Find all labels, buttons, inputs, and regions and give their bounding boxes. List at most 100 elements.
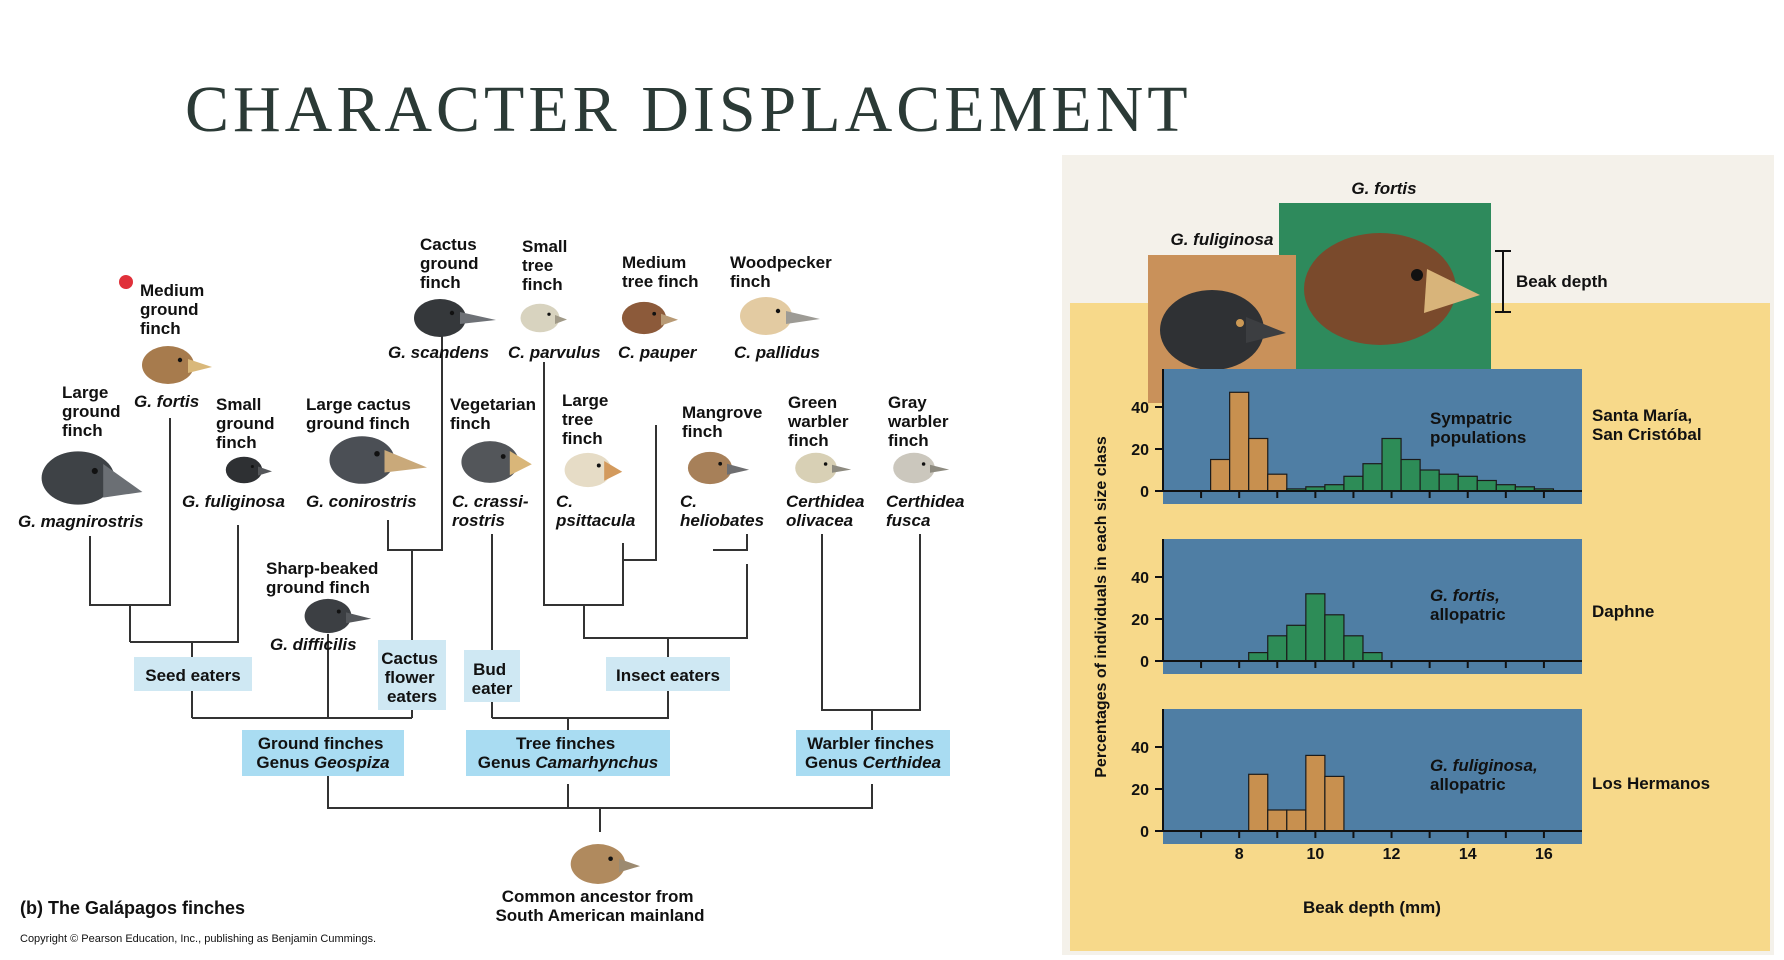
medium-tree-finch-name: Medium tree finch (622, 253, 699, 291)
x-axis-label: Beak depth (mm) (1303, 898, 1441, 917)
location-sympatric: Santa María, San Cristóbal (1592, 406, 1702, 444)
sharp-beaked-finch-name: Sharp-beaked ground finch (266, 559, 383, 597)
fortis-head-label: G. fortis (1351, 179, 1416, 198)
vegetarian-finch-icon (461, 441, 532, 483)
figure-caption: (b) The Galápagos finches (20, 898, 245, 918)
small-ground-finch-name: Small ground finch (216, 395, 279, 452)
small-tree-finch-name: Small tree finch (522, 237, 572, 294)
character-displacement-figure: G. fortis G. fuliginosa Beak depth 0 20 40… (1062, 155, 1774, 955)
histogram-bar (1248, 652, 1269, 662)
histogram-bar (1305, 754, 1326, 832)
fuliginosa-head-icon (1160, 290, 1286, 370)
ground-finches-genus-label: Ground finches Genus Geospiza (256, 734, 389, 772)
plot-panel-daphne (1163, 539, 1582, 674)
y-tick-label: 20 (1131, 782, 1149, 799)
gray-warbler-finch-icon (893, 452, 950, 484)
small-tree-finch-icon (520, 303, 567, 333)
histogram-bar (1324, 614, 1345, 662)
y-tick-label: 20 (1131, 612, 1149, 629)
finch-illustrations (41, 275, 950, 884)
gray-warbler-finch-latin: Certhidea fusca (886, 492, 969, 530)
woodpecker-finch-latin: C. pallidus (734, 343, 820, 362)
y-tick-label: 20 (1131, 442, 1149, 459)
medium-ground-finch-icon (142, 346, 212, 384)
green-warbler-finch-latin: Certhidea olivacea (786, 492, 869, 530)
x-tick-label: 10 (1306, 846, 1324, 863)
sympatric-label: Sympatric populations (1430, 409, 1526, 447)
insect-eaters-label: Insect eaters (616, 666, 720, 685)
vegetarian-finch-name: Vegetarian finch (450, 395, 541, 433)
y-axis-label: Percentages of individuals in each size … (1093, 436, 1110, 778)
cactus-ground-finch-latin: G. scandens (388, 343, 489, 362)
histogram-bar (1419, 469, 1440, 492)
histogram-bar (1324, 775, 1345, 832)
y-tick-label: 0 (1140, 654, 1149, 671)
x-tick-label: 16 (1535, 846, 1553, 863)
histogram-bar (1457, 475, 1478, 492)
large-tree-finch-icon (564, 452, 623, 488)
finch-phylogeny-diagram: Medium ground finch G. fortis Large grou… (18, 235, 969, 945)
histogram-bar (1343, 475, 1364, 492)
histogram-bar (1267, 473, 1288, 492)
vegetarian-finch-latin: C. crassi- rostris (452, 492, 533, 530)
histogram-bar (1362, 652, 1383, 662)
sharp-beaked-finch-icon (304, 598, 372, 634)
tree-finches-genus-label: Tree finches Genus Camarhynchus (478, 734, 658, 772)
histogram-bar (1210, 458, 1231, 492)
histogram-bar (1343, 635, 1364, 662)
medium-ground-finch-name: Medium ground finch (140, 281, 209, 338)
green-warbler-finch-icon (795, 452, 852, 484)
histogram-bar (1305, 593, 1326, 662)
histogram-bar (1381, 437, 1402, 492)
small-tree-finch-latin: C. parvulus (508, 343, 601, 362)
small-ground-finch-icon (225, 456, 272, 484)
large-tree-finch-name: Large tree finch (562, 391, 613, 448)
y-tick-label: 40 (1131, 400, 1149, 417)
histogram-bar (1362, 463, 1383, 492)
cactus-ground-finch-name: Cactus ground finch (420, 235, 483, 292)
histogram-bar (1286, 809, 1307, 832)
diet-group-labels: Seed eaters Cactus flower eaters Bud eat… (134, 640, 730, 710)
large-tree-finch-latin: C. psittacula (555, 492, 635, 530)
histogram-bar (1267, 809, 1288, 832)
histogram-bar (1248, 437, 1269, 492)
genus-labels: Ground finches Genus Geospiza Tree finch… (242, 730, 950, 776)
fuliginosa-allopatric-label: G. fuliginosa, allopatric (1430, 756, 1542, 794)
copyright-note: Copyright © Pearson Education, Inc., pub… (20, 933, 376, 945)
location-hermanos: Los Hermanos (1592, 774, 1710, 793)
y-tick-label: 40 (1131, 570, 1149, 587)
common-ancestor-label: Common ancestor from South American main… (495, 887, 704, 925)
gray-warbler-finch-name: Gray warbler finch (887, 393, 953, 450)
histogram-bar (1248, 773, 1269, 832)
large-ground-finch-name: Large ground finch (62, 383, 125, 440)
mangrove-finch-icon (687, 451, 750, 485)
x-tick-label: 12 (1383, 846, 1401, 863)
cactus-ground-finch-icon (414, 299, 496, 337)
fuliginosa-head-label: G. fuliginosa (1171, 230, 1274, 249)
slide-title: CHARACTER DISPLACEMENT (185, 73, 1192, 146)
medium-tree-finch-icon (621, 301, 678, 335)
fortis-allopatric-label: G. fortis, allopatric (1430, 586, 1506, 624)
histogram-bar (1476, 479, 1497, 492)
beak-depth-histograms: G. fortis G. fuliginosa Beak depth 0 20 40… (1070, 179, 1770, 951)
large-cactus-finch-latin: G. conirostris (306, 492, 417, 511)
bud-eater-label: Bud eater (472, 660, 513, 698)
histogram-bar (1286, 624, 1307, 662)
small-ground-finch-latin: G. fuliginosa (182, 492, 285, 511)
plot-panel-hermanos (1163, 709, 1582, 844)
large-cactus-finch-icon (329, 436, 427, 484)
x-tick-label: 14 (1459, 846, 1477, 863)
woodpecker-finch-icon (740, 297, 820, 335)
y-tick-label: 0 (1140, 484, 1149, 501)
cactus-flower-eaters-label: Cactus flower eaters (381, 649, 442, 706)
mangrove-finch-latin: C. heliobates (680, 492, 764, 530)
woodpecker-finch-name: Woodpecker finch (730, 253, 836, 291)
seed-eaters-label: Seed eaters (145, 666, 240, 685)
y-tick-label: 40 (1131, 740, 1149, 757)
beak-depth-indicator (1495, 250, 1511, 313)
beak-depth-label: Beak depth (1516, 272, 1608, 291)
mangrove-finch-name: Mangrove finch (682, 403, 767, 441)
common-ancestor-finch-icon (570, 844, 640, 884)
sharp-beaked-finch-latin: G. difficilis (270, 635, 357, 654)
warbler-finches-genus-label: Warbler finches Genus Certhidea (805, 734, 941, 772)
